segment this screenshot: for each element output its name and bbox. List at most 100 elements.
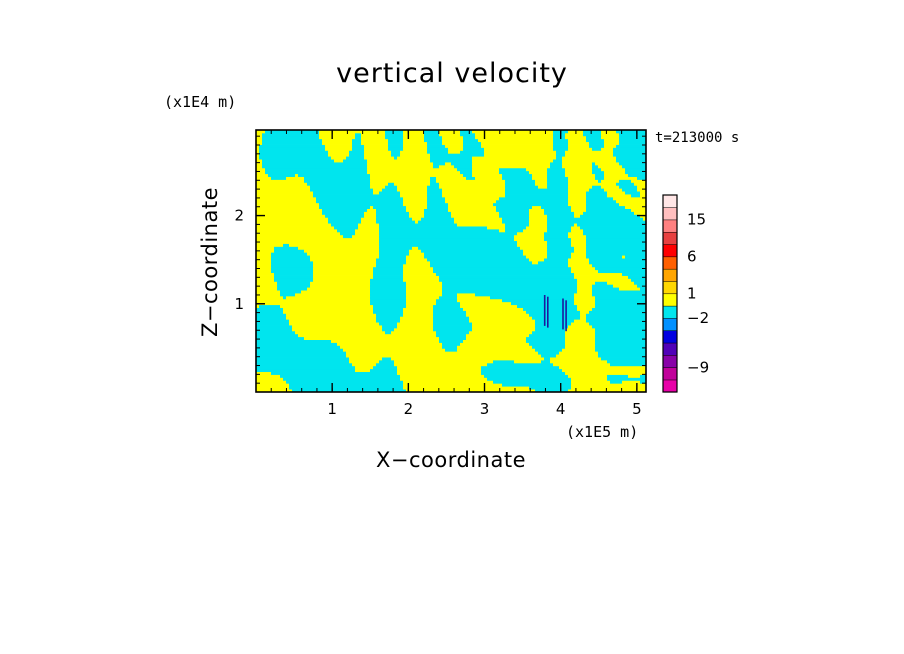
field-cell xyxy=(358,223,380,227)
field-cell xyxy=(529,214,548,218)
field-cell xyxy=(616,159,646,163)
field-cell xyxy=(598,351,646,355)
field-cell xyxy=(553,141,569,145)
field-cell xyxy=(448,150,461,154)
field-cell xyxy=(586,243,646,247)
field-cell xyxy=(430,182,440,186)
field-cell xyxy=(256,231,341,236)
field-cell xyxy=(568,196,587,201)
field-cell xyxy=(592,263,646,268)
field-cell xyxy=(535,182,548,186)
field-cell xyxy=(289,243,380,247)
field-cell xyxy=(256,214,326,218)
field-cell xyxy=(586,202,620,207)
field-cell xyxy=(370,185,386,189)
field-cell xyxy=(433,164,440,169)
colorbar-tick-label: −9 xyxy=(687,358,709,376)
field-cell xyxy=(565,333,596,338)
field-cell xyxy=(565,167,593,172)
field-cell xyxy=(493,359,515,364)
field-cell xyxy=(379,359,395,364)
field-cell xyxy=(367,159,431,163)
field-cell xyxy=(340,231,356,236)
field-cell xyxy=(427,150,449,154)
field-cell xyxy=(568,231,584,236)
field-cell xyxy=(397,322,434,326)
field-cell xyxy=(472,327,536,332)
field-cell xyxy=(532,330,566,335)
field-cell xyxy=(511,301,575,306)
field-cell xyxy=(586,246,646,250)
field-downdraft-streak xyxy=(547,296,549,328)
field-cell xyxy=(256,191,314,195)
field-cell xyxy=(604,141,620,145)
field-cell xyxy=(622,272,646,276)
field-cell xyxy=(421,217,455,221)
field-cell xyxy=(601,135,620,140)
field-cell xyxy=(577,307,593,311)
field-cell xyxy=(598,179,602,183)
field-cell xyxy=(607,359,646,364)
field-cell xyxy=(442,293,458,297)
field-cell xyxy=(256,389,293,392)
field-cell xyxy=(562,164,593,169)
field-cell xyxy=(568,188,590,192)
field-cell xyxy=(394,156,398,160)
field-cell xyxy=(367,170,461,175)
field-cell xyxy=(373,275,404,279)
field-cell xyxy=(601,357,646,361)
colorbar-swatch xyxy=(662,305,678,319)
field-cell xyxy=(343,348,446,352)
field-cell xyxy=(355,368,371,373)
field-cell xyxy=(568,258,590,262)
field-cell xyxy=(529,223,548,227)
field-cell xyxy=(619,141,646,145)
field-cell xyxy=(547,252,572,256)
field-cell xyxy=(352,144,365,148)
field-cell xyxy=(547,228,572,233)
field-cell xyxy=(256,278,275,282)
field-cell xyxy=(286,316,377,320)
x-tick-label: 5 xyxy=(632,400,642,418)
field-cell xyxy=(256,339,332,343)
field-cell xyxy=(487,226,506,230)
field-cell xyxy=(271,255,311,259)
field-cell xyxy=(256,226,335,230)
field-cell xyxy=(322,211,365,215)
field-cell xyxy=(370,368,398,373)
field-cell xyxy=(472,322,536,326)
field-cell xyxy=(466,310,527,314)
field-cell xyxy=(403,272,437,276)
field-cell xyxy=(520,246,548,250)
field-cell xyxy=(406,287,443,291)
field-cell xyxy=(340,345,443,349)
field-cell xyxy=(274,272,314,276)
field-cell xyxy=(256,182,308,186)
field-cell xyxy=(535,389,569,392)
field-cell xyxy=(547,240,572,244)
field-cell xyxy=(280,293,296,297)
field-cell xyxy=(577,281,596,285)
field-cell xyxy=(436,298,458,303)
field-cell xyxy=(256,156,260,160)
field-cell xyxy=(256,135,263,140)
z-tick-label: 1 xyxy=(234,295,244,313)
field-cell xyxy=(499,228,506,233)
field-cell xyxy=(565,135,587,140)
field-cell xyxy=(469,330,533,335)
field-cell xyxy=(370,278,404,282)
field-cell xyxy=(304,249,380,253)
field-cell xyxy=(289,322,380,326)
field-cell xyxy=(334,159,344,163)
field-cell xyxy=(406,281,443,285)
colorbar: −9 −2 1 6 15 xyxy=(662,194,709,393)
field-cell xyxy=(400,316,434,320)
field-cell xyxy=(442,342,461,346)
colorbar-swatch xyxy=(662,354,678,368)
field-cell xyxy=(547,246,575,250)
field-cell xyxy=(568,325,593,329)
field-cell xyxy=(310,258,377,262)
field-cell xyxy=(412,217,422,221)
field-cell xyxy=(343,159,368,163)
field-cell xyxy=(541,354,557,358)
